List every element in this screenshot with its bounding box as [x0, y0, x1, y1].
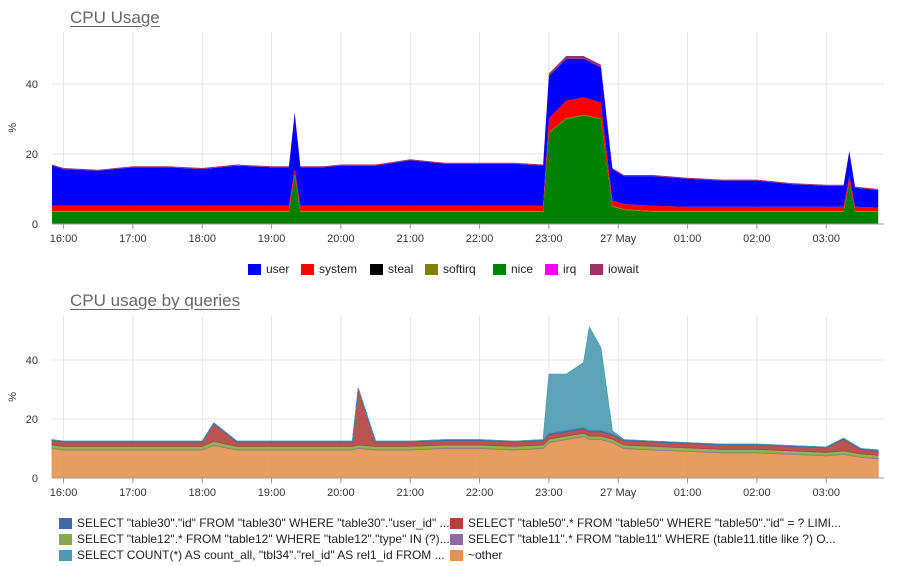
- legend-item-system[interactable]: system: [301, 262, 357, 276]
- chart-title-cpu-usage-by-queries: CPU usage by queries: [70, 291, 241, 310]
- legend-label: softirq: [443, 262, 476, 276]
- legend-item-iowait[interactable]: iowait: [590, 262, 639, 276]
- legend-item-other[interactable]: ~other: [450, 548, 502, 562]
- x-tick-label: 17:00: [119, 487, 147, 499]
- x-tick-label: 01:00: [674, 487, 702, 499]
- y-tick-label: 0: [32, 473, 38, 485]
- legend-label: steal: [388, 262, 414, 276]
- x-tick-label: 23:00: [535, 487, 563, 499]
- area-series-nice: [52, 115, 879, 224]
- legend-item-select-table11-from-table11-where-table1[interactable]: SELECT "table11".* FROM "table11" WHERE …: [450, 532, 836, 546]
- area-series-iowait: [52, 56, 879, 191]
- legend-label: nice: [511, 262, 534, 276]
- cpu-usage-by-queries-legend: SELECT "table30"."id" FROM "table30" WHE…: [0, 516, 900, 566]
- y-axis-label: %: [7, 392, 19, 402]
- chart-title-cpu-usage: CPU Usage: [70, 8, 160, 27]
- x-tick-label: 23:00: [535, 233, 563, 245]
- legend-label: SELECT COUNT(*) AS count_all, "tbl34"."r…: [77, 548, 445, 562]
- area-series-select-count-as-count-all-tbl34-rel-id-a: [51, 325, 879, 451]
- x-tick-label: 27 May: [600, 233, 637, 245]
- legend-item-select-count-as-count-all-tbl34-rel-id-a[interactable]: SELECT COUNT(*) AS count_all, "tbl34"."r…: [59, 548, 445, 562]
- legend-swatch: [590, 263, 603, 275]
- y-tick-label: 40: [26, 79, 38, 91]
- x-tick-label: 18:00: [188, 487, 216, 499]
- x-tick-label: 02:00: [743, 487, 771, 499]
- legend-swatch: [450, 533, 463, 545]
- x-tick-label: 17:00: [119, 233, 147, 245]
- x-tick-label: 22:00: [466, 233, 494, 245]
- cpu-usage-chart: 0 20 40 16:00 17:00 18:00 19:00 20:00 21:00 22:00…: [7, 31, 884, 245]
- legend-swatch: [425, 263, 438, 275]
- cpu-usage-legend: user system steal softirq nice irq iowait: [0, 262, 900, 278]
- x-tick-label: 19:00: [258, 233, 286, 245]
- legend-item-select-table50-from-table50-where-table5[interactable]: SELECT "table50".* FROM "table50" WHERE …: [450, 516, 841, 530]
- y-tick-label: 20: [26, 414, 38, 426]
- y-tick-label: 20: [26, 149, 38, 161]
- legend-swatch: [59, 533, 72, 545]
- legend-item-select-table12-from-table12-where-table1[interactable]: SELECT "table12".* FROM "table12" WHERE …: [59, 532, 450, 546]
- x-tick-label: 16:00: [50, 487, 78, 499]
- legend-swatch: [301, 263, 314, 275]
- legend-label: iowait: [608, 262, 639, 276]
- legend-item-softirq[interactable]: softirq: [425, 262, 476, 276]
- legend-label: ~other: [468, 548, 503, 562]
- x-tick-label: 03:00: [812, 233, 840, 245]
- legend-label: SELECT "table11".* FROM "table11" WHERE …: [468, 532, 836, 546]
- x-tick-label: 19:00: [258, 487, 286, 499]
- cpu-usage-by-queries-chart: 0 20 40 16:00 17:00 18:00 19:00 20:00 21:00 22:00…: [7, 315, 884, 499]
- legend-label: SELECT "table50".* FROM "table50" WHERE …: [468, 516, 842, 530]
- legend-swatch: [493, 263, 506, 275]
- x-tick-label: 21:00: [396, 233, 424, 245]
- x-tick-label: 21:00: [396, 487, 424, 499]
- legend-label: user: [266, 262, 290, 276]
- legend-swatch: [450, 549, 463, 561]
- legend-swatch: [450, 517, 463, 529]
- legend-swatch: [248, 263, 261, 275]
- x-tick-label: 03:00: [812, 487, 840, 499]
- y-tick-label: 0: [32, 219, 38, 231]
- x-tick-label: 22:00: [466, 487, 494, 499]
- legend-item-steal[interactable]: steal: [370, 262, 413, 276]
- legend-item-irq[interactable]: irq: [545, 262, 576, 276]
- legend-swatch: [545, 263, 558, 275]
- legend-label: irq: [563, 262, 577, 276]
- x-tick-label: 02:00: [743, 233, 771, 245]
- legend-swatch: [370, 263, 383, 275]
- legend-swatch: [59, 517, 72, 529]
- x-tick-label: 16:00: [50, 233, 78, 245]
- legend-item-user[interactable]: user: [248, 262, 289, 276]
- x-tick-label: 18:00: [188, 233, 216, 245]
- legend-swatch: [59, 549, 72, 561]
- area-series-user: [52, 58, 879, 208]
- legend-label: SELECT "table12".* FROM "table12" WHERE …: [77, 532, 450, 546]
- legend-item-nice[interactable]: nice: [493, 262, 533, 276]
- y-axis-label: %: [7, 123, 19, 133]
- x-tick-label: 20:00: [327, 233, 355, 245]
- legend-label: SELECT "table30"."id" FROM "table30" WHE…: [77, 516, 450, 530]
- y-tick-label: 40: [26, 355, 38, 367]
- x-tick-label: 01:00: [674, 233, 702, 245]
- x-tick-label: 20:00: [327, 487, 355, 499]
- legend-label: system: [319, 262, 358, 276]
- legend-item-select-table30-id-from-table30-where-tab[interactable]: SELECT "table30"."id" FROM "table30" WHE…: [59, 516, 450, 530]
- x-tick-label: 27 May: [600, 487, 637, 499]
